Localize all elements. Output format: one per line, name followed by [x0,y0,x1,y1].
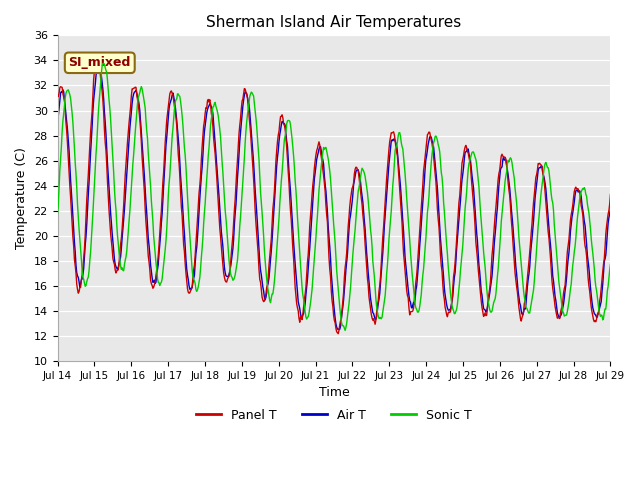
Sonic T [607,262,614,267]
Line: Air T: Air T [58,65,611,329]
Sonic T [177,105,185,111]
X-axis label: Time: Time [319,386,349,399]
Air T [336,326,344,332]
Sonic T [99,60,107,66]
Air T [64,127,72,133]
Legend: Panel T, Air T, Sonic T: Panel T, Air T, Sonic T [191,404,477,427]
Line: Sonic T: Sonic T [58,63,611,330]
Air T [607,206,614,212]
Panel T [419,182,427,188]
Panel T [207,101,214,107]
Panel T [93,55,100,60]
Sonic T [419,272,427,278]
Air T [419,200,427,205]
Line: Panel T: Panel T [58,58,611,334]
Air T [122,195,129,201]
Air T [403,271,410,276]
Sonic T [403,194,410,200]
Text: SI_mixed: SI_mixed [68,56,131,69]
Air T [95,62,102,68]
Panel T [607,192,614,197]
Sonic T [54,211,61,216]
Panel T [334,331,342,336]
Sonic T [207,122,214,128]
Sonic T [122,257,129,263]
Panel T [64,141,72,147]
Air T [207,102,214,108]
Sonic T [341,327,349,333]
Panel T [403,287,410,293]
Panel T [177,204,185,209]
Panel T [54,94,61,99]
Air T [54,119,61,125]
Air T [177,183,185,189]
Panel T [122,172,129,178]
Title: Sherman Island Air Temperatures: Sherman Island Air Temperatures [206,15,461,30]
Sonic T [64,87,72,93]
Y-axis label: Temperature (C): Temperature (C) [15,147,28,249]
